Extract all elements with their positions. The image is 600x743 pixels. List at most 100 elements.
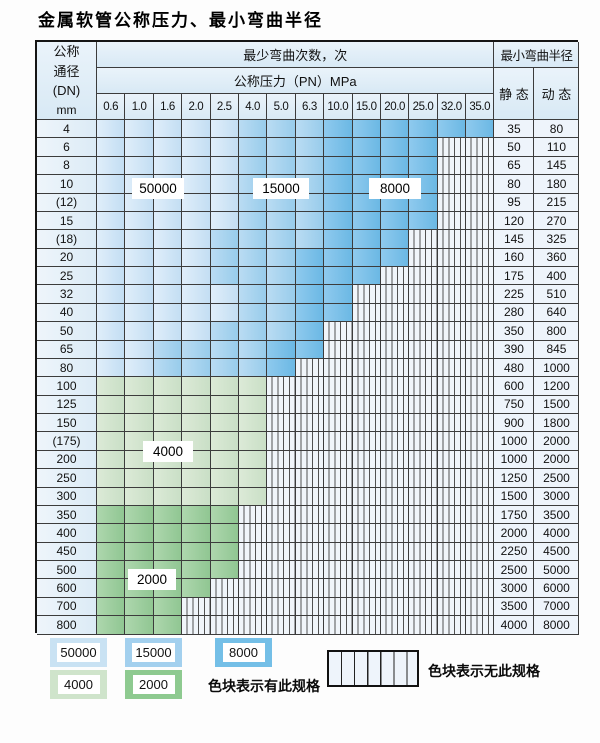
no-spec-cell [267, 450, 296, 470]
cycle-cell-b2 [267, 303, 296, 323]
cycle-cell-g1 [210, 487, 239, 506]
cycle-cell-b3 [324, 120, 353, 139]
no-spec-cell [352, 469, 381, 488]
cycle-cell-b2 [238, 285, 268, 304]
no-spec-cell [437, 175, 467, 194]
no-spec-cell [466, 450, 495, 470]
pressure-tick-1.6: 1.6 [153, 94, 183, 120]
no-spec-cell [409, 524, 438, 543]
no-spec-cell [295, 542, 325, 561]
cycle-cell-b3 [324, 156, 353, 176]
cycle-cell-b1 [210, 156, 239, 176]
pressure-tick-2.0: 2.0 [182, 94, 211, 120]
dynamic-radius-value: 1500 [534, 395, 580, 414]
cycle-cell-b2 [153, 340, 183, 359]
cycle-cell-b2 [210, 267, 239, 286]
cycle-cell-b2 [267, 138, 296, 157]
no-spec-cell [437, 193, 467, 212]
cycle-cell-b3 [380, 248, 410, 267]
cycle-cell-g1 [153, 487, 183, 506]
dn-header-line: 通径 [53, 63, 80, 79]
no-spec-cell [267, 487, 296, 506]
cycle-cell-b1 [153, 248, 183, 267]
no-spec-cell [437, 505, 467, 525]
static-radius-value: 225 [494, 285, 535, 304]
dn-header-line: 公称 [53, 44, 80, 60]
no-spec-cell [437, 322, 467, 341]
cycle-cell-b1 [153, 303, 183, 323]
cycle-cell-b2 [267, 211, 296, 231]
no-spec-cell [466, 432, 495, 451]
cycle-cell-g1 [97, 450, 126, 470]
cycle-cell-b2 [238, 322, 268, 341]
cycle-cell-b3 [267, 358, 296, 378]
cycle-cell-g1 [238, 487, 268, 506]
cycle-cell-b1 [125, 248, 154, 267]
cycle-cell-b3 [324, 285, 353, 304]
no-spec-cell [295, 414, 325, 433]
no-spec-cell [466, 395, 495, 414]
no-spec-cell [210, 579, 239, 598]
cycle-cell-b2 [267, 322, 296, 341]
dn-row-label: 65 [37, 340, 97, 359]
legend-has-spec-text: 色块表示有此规格 [208, 678, 320, 694]
cycle-cell-b3 [295, 340, 325, 359]
no-spec-cell [380, 505, 410, 525]
no-spec-cell [437, 211, 467, 231]
no-spec-cell [352, 322, 381, 341]
no-spec-cell [352, 487, 381, 506]
no-spec-cell [380, 267, 410, 286]
no-spec-cell [466, 561, 495, 580]
no-spec-cell [352, 561, 381, 580]
no-spec-cell [409, 616, 438, 635]
cycle-cell-b2 [238, 303, 268, 323]
no-spec-cell [437, 358, 467, 378]
no-spec-cell [380, 542, 410, 561]
no-spec-cell [352, 358, 381, 378]
cycle-cell-b3 [295, 322, 325, 341]
no-spec-cell [324, 561, 353, 580]
dn-row-label: 10 [37, 175, 97, 194]
no-spec-cell [352, 432, 381, 451]
cycle-cell-b2 [295, 120, 325, 139]
no-spec-cell [267, 561, 296, 580]
dn-row-label: 150 [37, 414, 97, 433]
cycle-cell-b1 [182, 322, 211, 341]
no-spec-cell [466, 285, 495, 304]
legend-swatch-label: 2000 [132, 675, 175, 694]
no-spec-cell [267, 542, 296, 561]
cycle-cell-b1 [210, 120, 239, 139]
cycle-cell-g1 [238, 432, 268, 451]
dynamic-radius-value: 2000 [534, 432, 580, 451]
no-spec-cell [409, 267, 438, 286]
no-spec-cell [409, 579, 438, 598]
cycle-cell-g1 [238, 450, 268, 470]
cycle-cell-b2 [267, 248, 296, 267]
legend-swatch-8000: 8000 [215, 638, 272, 667]
cycle-cell-g1 [97, 487, 126, 506]
no-spec-cell [324, 340, 353, 359]
cycle-cell-g2 [153, 505, 183, 525]
no-spec-cell [409, 505, 438, 525]
cycle-cell-b1 [153, 156, 183, 176]
no-spec-cell [437, 469, 467, 488]
no-spec-cell [466, 414, 495, 433]
no-spec-cell [437, 248, 467, 267]
no-spec-cell [409, 322, 438, 341]
pressure-tick-5.0: 5.0 [267, 94, 296, 120]
cycle-cell-g2 [125, 505, 154, 525]
dynamic-radius-value: 4000 [534, 524, 580, 543]
no-spec-cell [324, 432, 353, 451]
dynamic-radius-value: 325 [534, 230, 580, 249]
cycle-cell-b2 [182, 358, 211, 378]
dn-row-label: 300 [37, 487, 97, 506]
no-spec-cell [352, 616, 381, 635]
cycle-cell-b1 [182, 230, 211, 249]
no-spec-cell [295, 432, 325, 451]
static-radius-value: 480 [494, 358, 535, 378]
no-spec-cell [352, 377, 381, 396]
no-spec-cell [466, 597, 495, 617]
no-spec-cell [295, 579, 325, 598]
dn-row-label: 350 [37, 505, 97, 525]
no-spec-cell [324, 524, 353, 543]
